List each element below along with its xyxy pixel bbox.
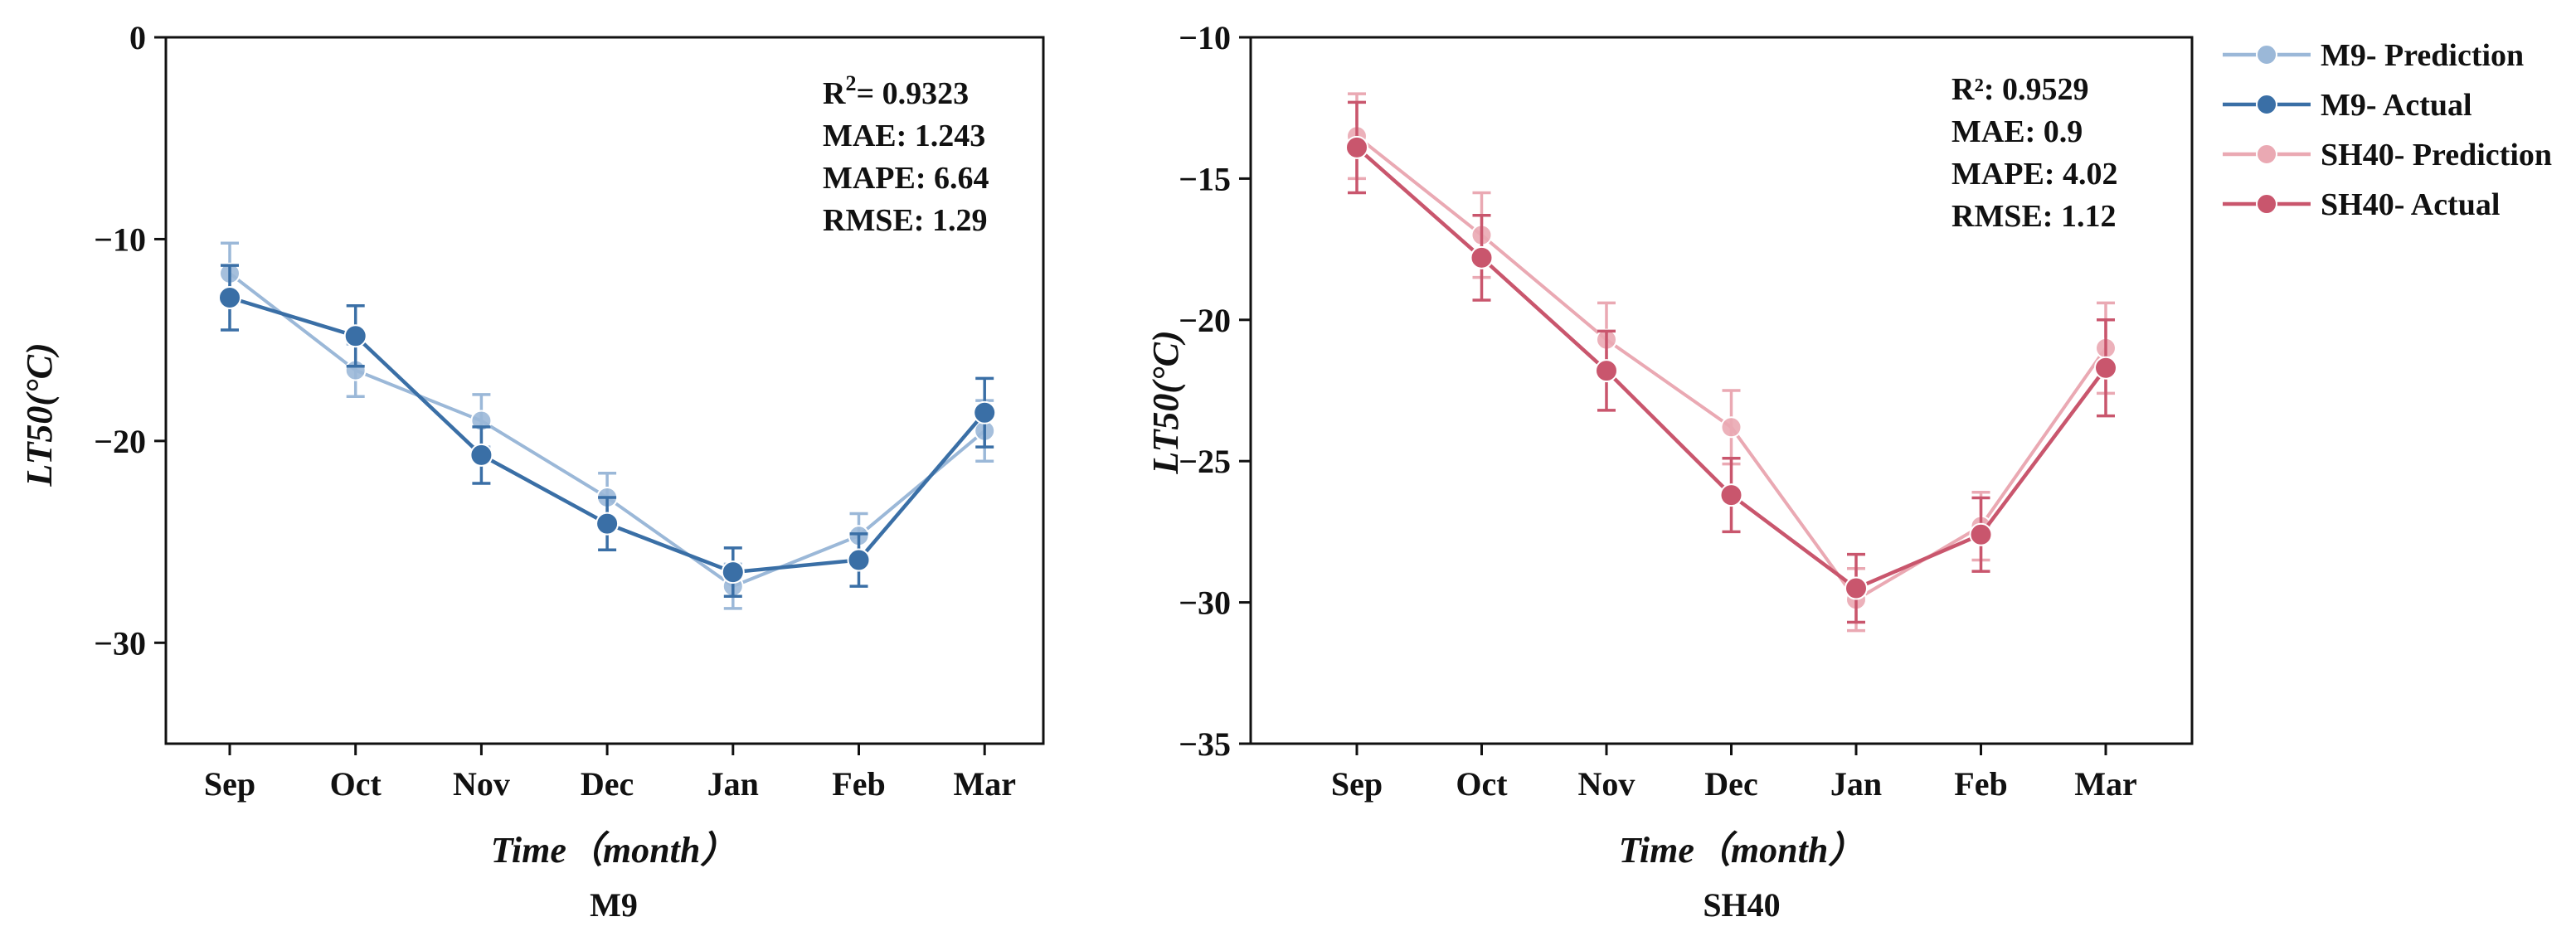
y-tick-label: −20 [1179,302,1231,339]
data-point [721,560,745,584]
y-tick-label: −10 [1179,19,1231,56]
x-tick-label: Sep [204,765,255,803]
plot-area-frame [1249,36,2194,745]
x-axis-title: Time（month） [491,830,737,871]
data-point [1845,576,1868,600]
x-tick-label: Mar [953,765,1016,803]
series-sh40-actual [1345,100,2117,624]
data-point [343,324,367,348]
chart-panel-m9: 0 −10 −20 −30 Sep Oct Nov Dec Jan Feb Mar R2= 0.932… [19,19,1045,924]
series-m9-actual [218,264,997,599]
y-tick-label: −25 [1179,443,1231,480]
data-point [1595,359,1618,383]
y-tick-label: −15 [1179,160,1231,197]
y-axis-title: LT50(°C) [19,342,60,487]
x-axis-title: Time（month） [1619,830,1865,871]
x-tick-label: Feb [832,765,885,803]
legend-marker [2256,193,2277,215]
data-point [1719,483,1743,507]
stat-line: RMSE: 1.12 [1951,199,2116,234]
data-point [595,512,620,536]
y-tick-label: 0 [129,19,146,56]
data-point [973,400,997,424]
legend-item: M9- Actual [2223,88,2472,123]
data-point [847,548,871,572]
x-tick-label: Jan [707,765,759,803]
legend-item: SH40- Actual [2223,187,2500,222]
stat-r-squared: R2= 0.9323 [823,71,969,111]
stat-line: MAE: 1.243 [823,119,985,153]
x-tick-label: Oct [330,765,382,803]
x-tick-label: Nov [1578,765,1636,803]
panel-caption: SH40 [1703,886,1780,924]
panel-caption: M9 [590,886,638,924]
data-point [1969,522,1993,546]
x-tick-label: Mar [2074,765,2137,803]
stat-line: RMSE: 1.29 [823,203,987,238]
stat-line: R²: 0.9529 [1951,72,2089,107]
legend-label: SH40- Actual [2321,187,2500,222]
y-tick-label: −20 [94,423,146,460]
chart-legend: M9- Prediction M9- Actual SH40- Prediction… [2223,38,2552,222]
y-axis-title: LT50(°C) [1145,330,1186,474]
chart-panel-sh40: −10 −15 −20 −25 −30 −35 Sep Oct Nov Dec Jan Feb Mar R… [1145,19,2194,924]
y-tick-label: −35 [1179,725,1231,763]
data-point [218,286,241,310]
series-m9-prediction [219,241,996,610]
x-tick-label: Oct [1456,765,1508,803]
x-tick-label: Sep [1331,765,1383,803]
data-point [1345,135,1368,159]
y-tick-label: −30 [94,624,146,662]
x-tick-label: Feb [1954,765,2007,803]
legend-label: M9- Prediction [2321,38,2524,73]
data-point [2094,356,2117,380]
legend-marker [2256,94,2277,115]
y-tick-label: −10 [94,221,146,258]
legend-marker [2256,143,2277,165]
x-tick-label: Dec [1704,765,1757,803]
legend-item: M9- Prediction [2223,38,2524,73]
plot-area-frame [164,36,1045,745]
x-tick-label: Jan [1830,765,1882,803]
x-tick-label: Dec [581,765,634,803]
data-point [469,443,493,467]
legend-label: SH40- Prediction [2321,138,2552,172]
x-tick-label: Nov [453,765,510,803]
y-tick-label: −30 [1179,584,1231,622]
legend-item: SH40- Prediction [2223,138,2552,172]
data-point [1720,416,1742,439]
legend-marker [2256,44,2277,65]
data-point [1470,245,1494,269]
stat-line: MAPE: 4.02 [1951,157,2118,192]
legend-label: M9- Actual [2321,88,2472,123]
stat-line: MAE: 0.9 [1951,114,2083,149]
stat-line: MAPE: 6.64 [823,161,989,196]
